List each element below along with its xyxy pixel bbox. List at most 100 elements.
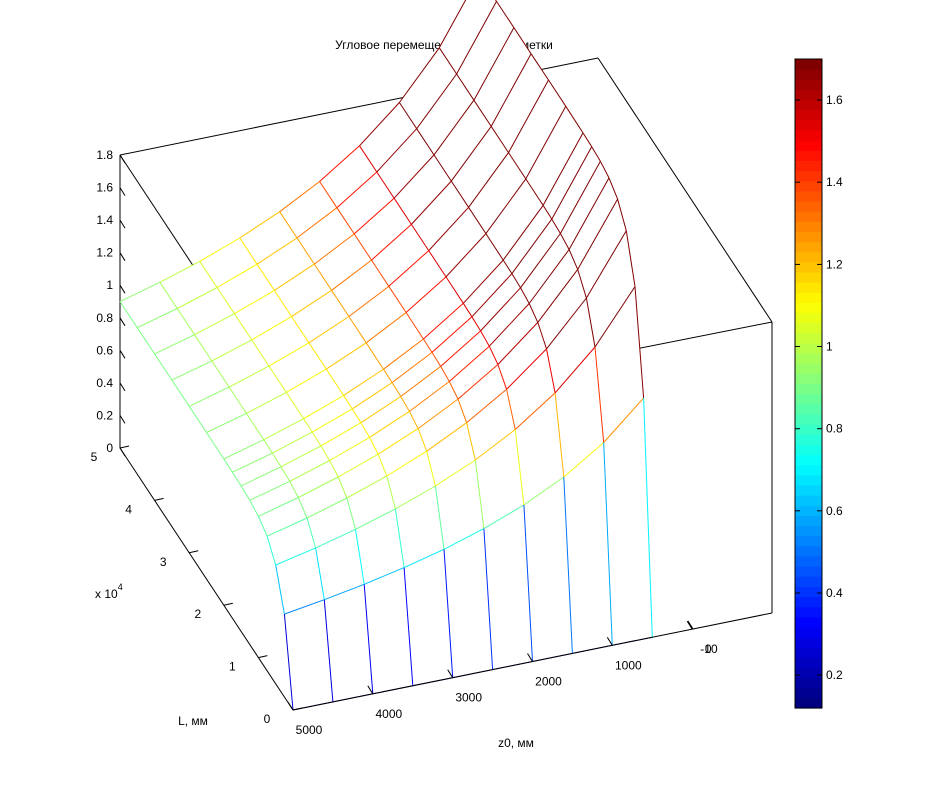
surface-face (439, 0, 497, 74)
mesh-line (398, 47, 440, 103)
mesh-line (443, 528, 485, 550)
mesh-line (353, 233, 372, 261)
surface-face (326, 342, 384, 396)
mesh-line (159, 260, 201, 283)
mesh-line (371, 259, 390, 287)
y-tick-mark (119, 445, 130, 449)
mesh-line (343, 395, 353, 410)
colorbar-segment (795, 697, 822, 709)
surface-face (177, 287, 235, 335)
mesh-line (483, 528, 494, 670)
surface-face (426, 422, 476, 486)
mesh-line (410, 224, 430, 251)
mesh-line (565, 106, 584, 134)
axis-ticks: 500040003000200010000-1001234500.20.40.6… (91, 148, 718, 737)
mesh-line (391, 382, 402, 397)
mesh-line (365, 342, 384, 370)
surface-face (312, 408, 361, 446)
mesh-line (258, 497, 299, 517)
mesh-line (608, 177, 619, 200)
mesh-line (313, 233, 355, 265)
mesh-line (423, 302, 464, 340)
x-tick-label: 5000 (296, 723, 323, 737)
surface-face (563, 442, 613, 654)
mesh-line (497, 322, 539, 365)
y-tick-mark (223, 602, 233, 606)
surface-face (569, 177, 618, 270)
colorbar-segment (795, 606, 822, 618)
mesh-line (291, 316, 310, 344)
mesh-line (386, 475, 396, 510)
mesh-line (582, 132, 593, 147)
surface-face (263, 418, 313, 454)
mesh-line (417, 428, 428, 452)
colorbar-segment (795, 59, 822, 70)
mesh-line (171, 379, 190, 407)
mesh-line (206, 412, 247, 433)
y-tick-label: 3 (160, 555, 167, 569)
mesh-line (306, 517, 317, 549)
surface-face (376, 128, 434, 199)
surface-face (251, 316, 309, 367)
colorbar-tick-label: 1 (826, 340, 833, 354)
mesh-line (537, 269, 579, 323)
y-axis-exponent: x 104 (95, 582, 123, 601)
mesh-line (585, 230, 627, 299)
surface-face (241, 466, 290, 501)
surface-face (329, 437, 379, 477)
surface-face (388, 250, 446, 313)
colorbar-segment (795, 353, 822, 364)
mesh-line (428, 206, 469, 251)
z-tick-mark (119, 284, 126, 294)
surface-face (456, 1, 514, 101)
surface-face (297, 207, 355, 265)
z-tick-label: 0.8 (96, 311, 113, 325)
colorbar-segment (795, 322, 822, 334)
colorbar-segment (795, 251, 822, 263)
surface-face (489, 303, 538, 365)
colorbar-segment (795, 555, 822, 567)
mesh-line (395, 485, 436, 510)
surface-face (159, 261, 218, 309)
colorbar-segment (795, 302, 822, 314)
colorbar-segment (795, 231, 822, 243)
mesh-line (625, 230, 636, 287)
colorbar-segment (795, 403, 822, 415)
mesh-line (319, 181, 338, 208)
mesh-line (426, 451, 436, 487)
colorbar-segment (795, 332, 822, 344)
mesh-line (348, 285, 390, 317)
mesh-line (483, 504, 525, 530)
mesh-line (603, 442, 613, 646)
colorbar-frame (794, 58, 823, 709)
surface-face (485, 178, 544, 261)
colorbar-segment (795, 261, 822, 273)
mesh-line (315, 528, 356, 549)
colorbar-segment (795, 170, 822, 182)
colorbar-tick-label: 1.6 (826, 93, 843, 107)
colorbar-segment (795, 241, 822, 253)
x-tick-label: 0 (705, 642, 712, 656)
mesh-line (353, 197, 395, 235)
z-tick-mark (119, 447, 126, 457)
colorbar-segment (795, 271, 822, 283)
colorbar-segment (795, 383, 822, 395)
surface-face (463, 260, 512, 317)
colorbar-segment (795, 190, 822, 202)
colorbar-segment (795, 129, 822, 141)
surface-face (338, 454, 387, 498)
mesh-line (268, 365, 287, 393)
mesh-line (563, 476, 573, 654)
colorbar-segment (795, 474, 822, 486)
mesh-line (297, 497, 308, 519)
z-tick-label: 0 (106, 441, 113, 455)
mesh-line (284, 599, 325, 615)
mesh-line (319, 145, 360, 182)
mesh-line (216, 263, 258, 288)
surface-face (308, 316, 367, 370)
surface-face (404, 549, 453, 686)
surface-face (480, 287, 530, 347)
mesh-line (159, 282, 178, 309)
mesh-line (546, 297, 587, 350)
mesh-line (272, 431, 313, 454)
